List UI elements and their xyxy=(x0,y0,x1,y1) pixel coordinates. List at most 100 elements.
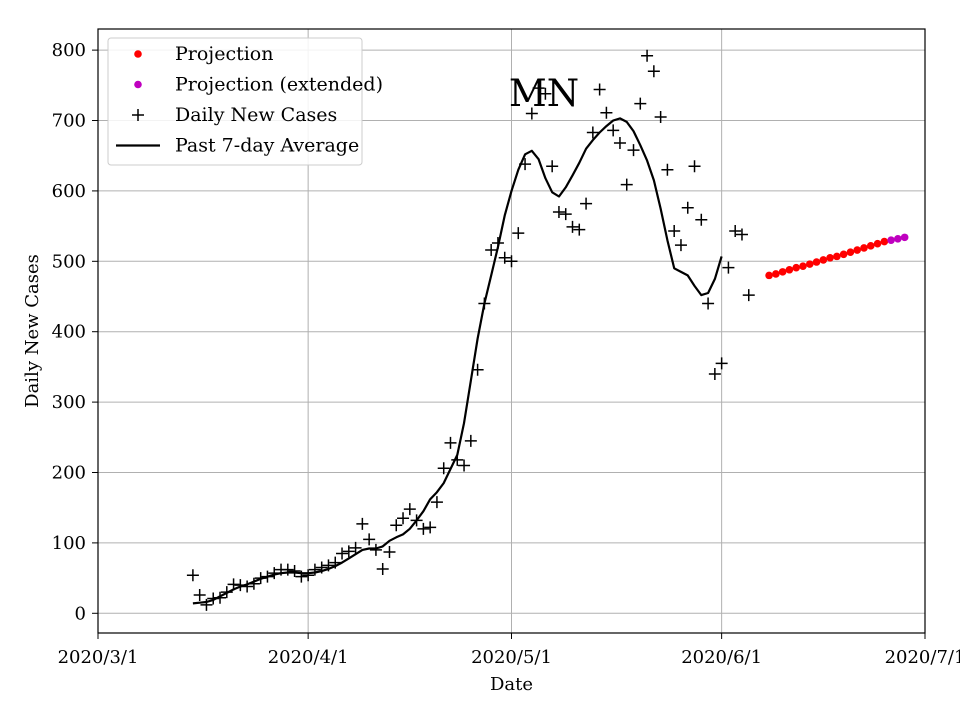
daily-case-point xyxy=(451,453,464,466)
y-axis-ticks: 0 100 200 300 400 500 600 700 800 xyxy=(52,40,98,624)
x-tick-label: 2020/7/1 xyxy=(885,647,960,668)
daily-case-point xyxy=(214,591,227,604)
daily-case-point xyxy=(566,220,579,233)
daily-case-point xyxy=(668,225,681,238)
daily-case-point xyxy=(193,588,206,601)
projection-point xyxy=(805,260,814,268)
daily-case-point xyxy=(620,178,633,191)
x-tick-label: 2020/3/1 xyxy=(58,647,139,668)
daily-case-point xyxy=(254,572,267,585)
daily-case-point xyxy=(424,521,437,534)
daily-case-point xyxy=(281,563,294,576)
daily-cases-series xyxy=(186,49,755,611)
daily-case-point xyxy=(722,261,735,274)
y-tick-label: 0 xyxy=(75,603,86,624)
daily-case-point xyxy=(613,137,626,150)
projection-point xyxy=(799,262,807,271)
projection-point xyxy=(853,246,862,254)
legend-box xyxy=(107,37,363,166)
projection-point xyxy=(866,242,875,250)
x-axis-label: Date xyxy=(490,674,533,695)
daily-case-point xyxy=(580,197,593,210)
legend: Projection Projection (extended) Daily New… xyxy=(107,37,383,166)
daily-case-point xyxy=(403,503,416,516)
legend-marker xyxy=(132,109,144,121)
daily-case-point xyxy=(634,97,647,110)
daily-case-point xyxy=(600,106,613,119)
daily-case-point xyxy=(688,160,701,173)
daily-case-point xyxy=(302,569,315,582)
projection-extended-point xyxy=(887,236,895,244)
daily-case-point xyxy=(234,579,247,592)
legend-label: Projection (extended) xyxy=(175,74,383,96)
projection-point xyxy=(812,258,821,266)
daily-case-point xyxy=(702,297,715,310)
y-tick-label: 800 xyxy=(52,40,86,61)
daily-case-point xyxy=(695,213,708,226)
daily-case-point xyxy=(546,160,559,173)
daily-case-point xyxy=(627,144,640,157)
y-tick-label: 400 xyxy=(52,322,86,343)
daily-case-point xyxy=(525,107,538,120)
legend-label: Projection xyxy=(175,43,273,65)
projection-point xyxy=(860,244,868,252)
legend-marker xyxy=(134,50,142,58)
projection-point xyxy=(846,248,855,256)
projection-point xyxy=(765,271,773,280)
y-tick-label: 300 xyxy=(52,392,86,413)
daily-case-point xyxy=(417,522,430,535)
daily-case-point xyxy=(410,514,423,527)
daily-case-point xyxy=(444,436,457,449)
daily-case-point xyxy=(268,567,281,580)
daily-case-point xyxy=(315,561,328,574)
projection-point xyxy=(833,252,841,261)
daily-case-point xyxy=(654,110,667,123)
daily-case-point xyxy=(742,289,755,302)
daily-case-point xyxy=(674,239,687,252)
projection-point xyxy=(772,270,780,278)
daily-case-point xyxy=(322,559,335,572)
daily-case-point xyxy=(498,251,511,264)
daily-case-point xyxy=(186,569,199,582)
daily-case-point xyxy=(532,82,545,95)
daily-case-point xyxy=(647,65,660,78)
daily-case-point xyxy=(491,237,504,250)
daily-case-point xyxy=(471,363,484,376)
legend-marker xyxy=(134,80,142,89)
daily-case-point xyxy=(376,562,389,575)
daily-case-point xyxy=(349,541,362,554)
daily-case-point xyxy=(552,206,565,219)
y-tick-label: 700 xyxy=(52,111,86,132)
daily-case-point xyxy=(363,533,376,546)
projection-point xyxy=(819,256,828,264)
daily-case-point xyxy=(735,228,748,241)
daily-case-point xyxy=(220,586,233,599)
y-axis-label: Daily New Cases xyxy=(22,254,43,408)
x-tick-label: 2020/5/1 xyxy=(471,647,552,668)
legend-label: Daily New Cases xyxy=(175,104,337,126)
y-tick-label: 200 xyxy=(52,462,86,483)
daily-case-point xyxy=(573,223,586,236)
y-tick-label: 600 xyxy=(52,181,86,202)
projection-point xyxy=(880,237,889,246)
projection-point xyxy=(826,253,834,262)
daily-case-point xyxy=(539,87,552,100)
daily-case-point xyxy=(308,563,321,576)
daily-case-point xyxy=(512,227,525,240)
legend-label: Past 7-day Average xyxy=(175,135,359,157)
daily-case-point xyxy=(464,434,477,447)
x-tick-label: 2020/6/1 xyxy=(681,647,762,668)
daily-case-point xyxy=(586,126,599,139)
projection-point xyxy=(778,268,787,276)
daily-case-point xyxy=(519,158,532,171)
projection-point xyxy=(792,263,801,272)
x-axis-ticks: 2020/3/1 2020/4/1 2020/5/1 2020/6/1 2020/7/1 xyxy=(58,633,960,668)
daily-case-point xyxy=(383,546,396,559)
daily-case-point xyxy=(200,598,213,611)
daily-case-point xyxy=(458,459,471,472)
daily-case-point xyxy=(329,556,342,569)
daily-case-point xyxy=(241,580,254,593)
daily-case-point xyxy=(661,163,674,176)
daily-case-point xyxy=(369,543,382,556)
